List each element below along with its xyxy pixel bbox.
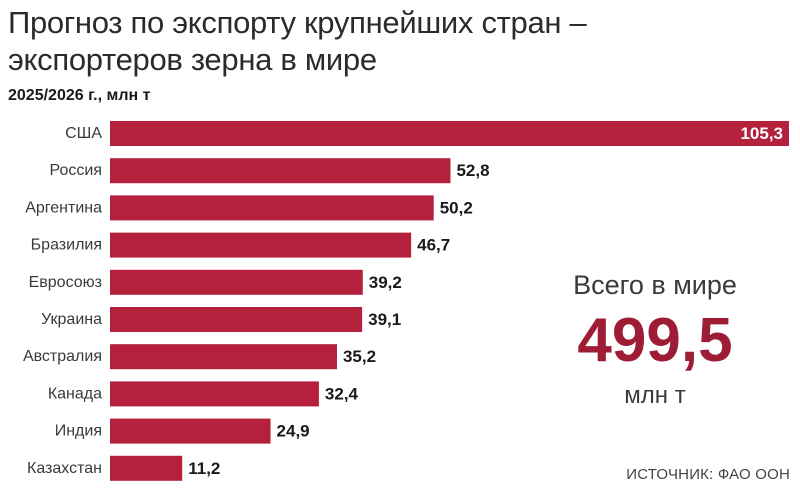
category-label: США [65,125,102,142]
chart-subtitle: 2025/2026 г., млн т [8,87,151,104]
category-label: Украина [41,311,102,328]
chart-title: Прогноз по экспорту крупнейших стран – э… [8,5,587,77]
value-label: 32,4 [325,384,359,403]
source-note: ИСТОЧНИК: ФАО ООН [626,466,790,483]
total-unit: млн т [624,382,686,409]
value-label: 50,2 [440,198,473,217]
bar [110,344,337,370]
category-label: Казахстан [27,460,102,477]
value-label: 35,2 [343,347,376,366]
bar [110,158,451,184]
value-label: 39,2 [369,273,402,292]
bar [110,195,434,221]
value-label: 11,2 [188,459,220,478]
total-value: 499,5 [577,306,733,375]
value-label: 24,9 [277,422,310,441]
value-label: 39,1 [368,310,401,329]
category-label: Аргентина [25,199,102,216]
category-label: Индия [55,423,102,440]
value-label: 105,3 [740,124,783,143]
category-label: Австралия [23,348,102,365]
bar [110,381,319,407]
bar [110,232,412,258]
bar [110,269,363,295]
category-label: Канада [48,385,102,402]
category-label: Бразилия [31,237,102,254]
category-label: Россия [50,162,102,179]
bar [110,455,183,481]
value-label: 52,8 [456,161,489,180]
total-label: Всего в мире [573,270,737,300]
bar [110,121,789,146]
category-label: Евросоюз [29,274,102,291]
value-label: 46,7 [417,236,450,255]
bar [110,418,271,444]
bar [110,307,363,332]
